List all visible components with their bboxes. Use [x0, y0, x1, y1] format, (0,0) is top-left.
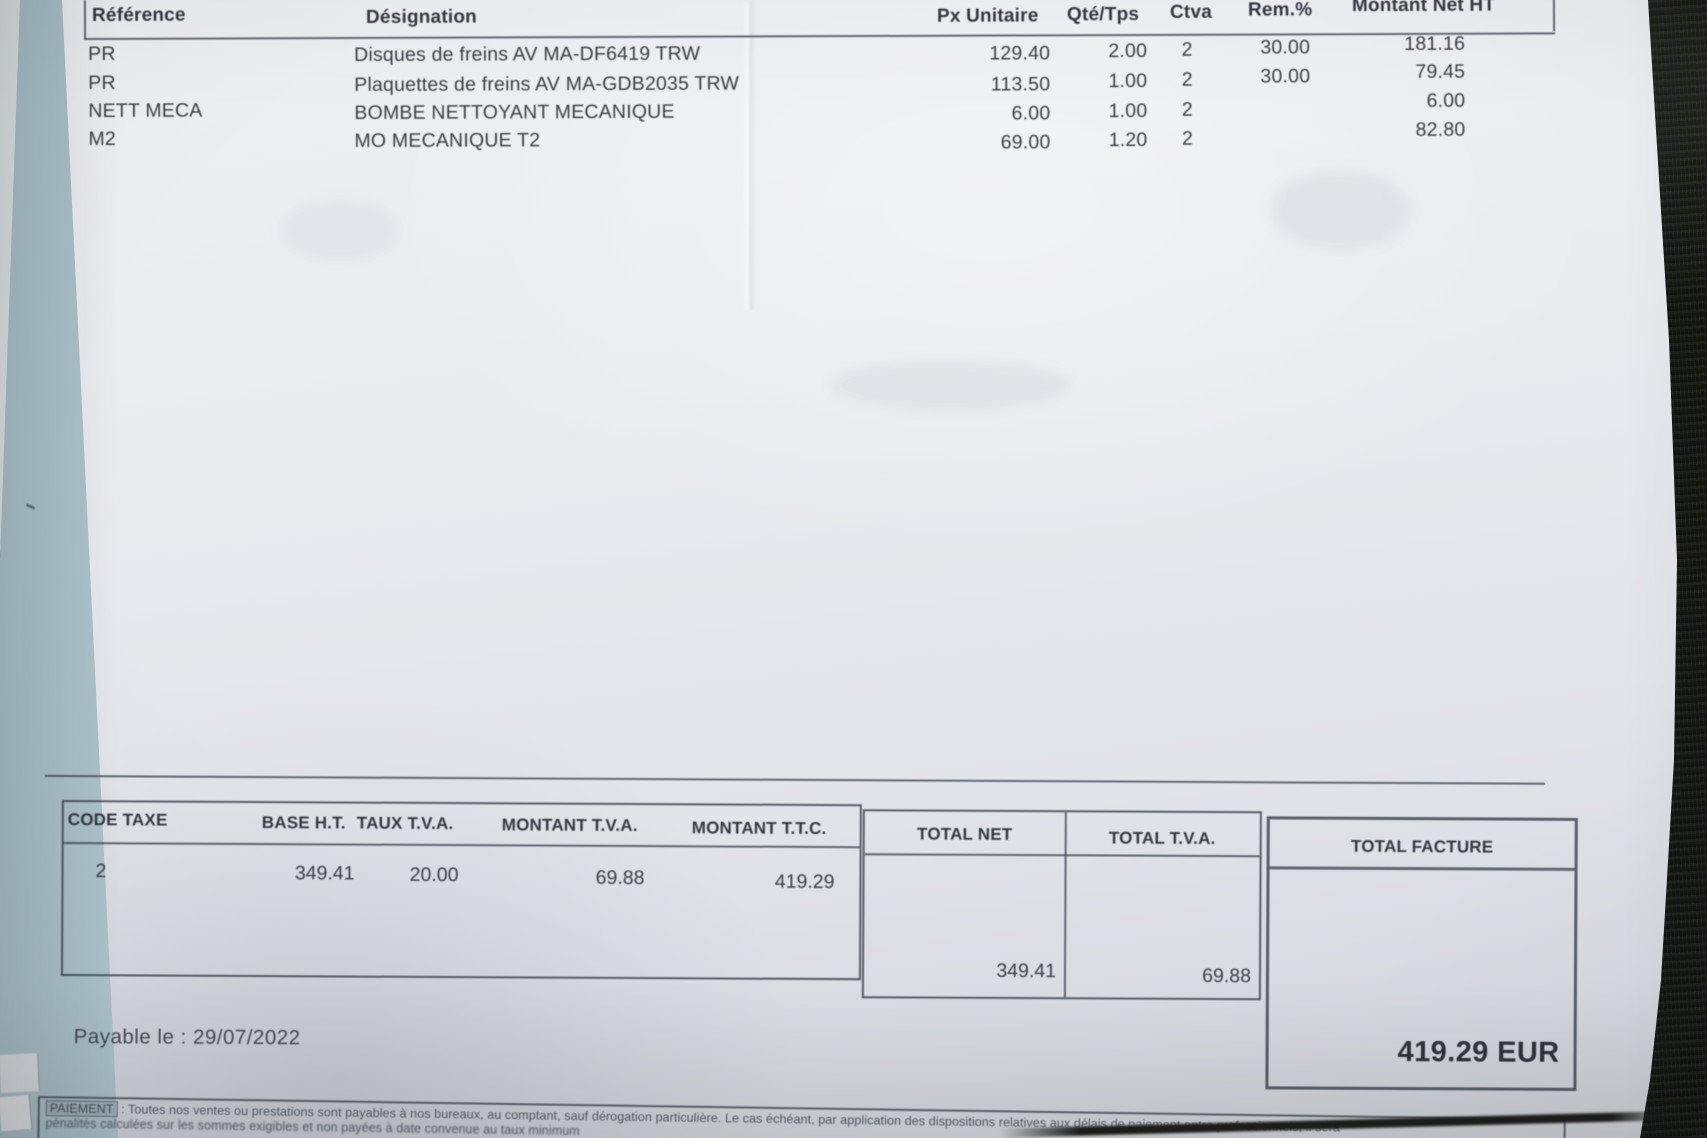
- totals-net-tva-table: TOTAL NET TOTAL T.V.A. 349.41 69.88: [861, 809, 1262, 1001]
- total-net-value: 349.41: [996, 959, 1057, 983]
- total-tva-label: TOTAL T.V.A.: [1108, 828, 1216, 849]
- tax-table: CODE TAXE BASE H.T. TAUX T.V.A. MONTANT …: [60, 800, 862, 981]
- tax-value-montant-ttc: 419.29: [774, 870, 835, 894]
- tax-header-montant-ttc: MONTANT T.T.C.: [691, 818, 827, 839]
- cell-designation: MO MECANIQUE T2: [354, 129, 541, 152]
- cell-qte-tps: 1.00: [1108, 69, 1148, 93]
- cell-qte-tps: 1.20: [1108, 128, 1148, 152]
- section-separator-line: [45, 774, 1546, 785]
- payable-date: Payable le : 29/07/2022: [73, 1025, 301, 1050]
- total-tva-value: 69.88: [1202, 964, 1252, 988]
- cell-px-unitaire: 6.00: [1011, 102, 1051, 125]
- total-facture-label: TOTAL FACTURE: [1350, 836, 1494, 857]
- tax-value-taux-tva: 20.00: [409, 863, 459, 887]
- cell-rem-pct: 30.00: [1260, 65, 1311, 88]
- column-header-rem-pct: Rem.%: [1247, 0, 1313, 21]
- tax-table-header-underline: [63, 842, 860, 849]
- cell-ctva: 2: [1181, 68, 1193, 91]
- tax-value-base-ht: 349.41: [294, 862, 355, 885]
- column-header-designation: Désignation: [365, 6, 477, 28]
- total-facture-table: TOTAL FACTURE 419.29 EUR: [1265, 816, 1578, 1091]
- cell-ctva: 2: [1181, 98, 1193, 121]
- items-table: Référence Désignation Px Unitaire Qté/Tp…: [0, 0, 1707, 180]
- cell-montant-net-ht: 82.80: [1415, 118, 1466, 141]
- cell-reference: M2: [88, 127, 116, 151]
- column-header-montant-net-ht: Montant Net HT: [1351, 0, 1496, 17]
- totals-header-underline: [864, 853, 1260, 858]
- header-left-border: [83, 0, 87, 40]
- column-header-ctva: Ctva: [1169, 1, 1213, 23]
- tax-header-code-taxe: CODE TAXE: [67, 810, 168, 830]
- cell-qte-tps: 2.00: [1108, 39, 1148, 63]
- tax-header-taux-tva: TAUX T.V.A.: [356, 813, 454, 834]
- cell-designation: Plaquettes de freins AV MA-GDB2035 TRW: [354, 72, 740, 96]
- cell-px-unitaire: 69.00: [1000, 131, 1051, 154]
- cell-montant-net-ht: 6.00: [1426, 89, 1466, 112]
- cell-montant-net-ht: 79.45: [1415, 60, 1466, 83]
- paper-smudge: [1270, 170, 1410, 250]
- cell-px-unitaire: 129.40: [989, 42, 1051, 65]
- cell-designation: BOMBE NETTOYANT MECANIQUE: [354, 100, 675, 124]
- cell-qte-tps: 1.00: [1108, 99, 1148, 123]
- cell-reference: PR: [88, 42, 116, 66]
- cell-reference: PR: [88, 71, 116, 95]
- paper-smudge: [830, 360, 1070, 410]
- totals-section: CODE TAXE BASE H.T. TAUX T.V.A. MONTANT …: [0, 760, 1707, 1138]
- total-facture-value: 419.29 EUR: [1397, 1036, 1560, 1069]
- tax-header-base-ht: BASE H.T.: [261, 813, 346, 833]
- total-net-label: TOTAL NET: [917, 824, 1013, 844]
- column-header-px-unitaire: Px Unitaire: [936, 5, 1039, 27]
- cell-rem-pct: 30.00: [1260, 36, 1311, 59]
- paper-smudge: [280, 200, 400, 260]
- column-header-reference: Référence: [91, 4, 186, 26]
- cell-px-unitaire: 113.50: [990, 73, 1051, 96]
- facture-header-underline: [1269, 866, 1575, 871]
- payment-terms-label: PAIEMENT: [45, 1100, 118, 1118]
- tax-value-montant-tva: 69.88: [595, 866, 645, 890]
- cell-ctva: 2: [1181, 127, 1194, 150]
- cell-reference: NETT MECA: [88, 99, 203, 123]
- tax-value-code-taxe: 2: [95, 860, 107, 883]
- cell-montant-net-ht: 181.16: [1404, 32, 1466, 55]
- column-header-qte-tps: Qté/Tps: [1066, 3, 1140, 26]
- cell-designation: Disques de freins AV MA-DF6419 TRW: [354, 42, 701, 66]
- tax-header-montant-tva: MONTANT T.V.A.: [501, 815, 638, 836]
- cell-ctva: 2: [1181, 38, 1193, 61]
- header-right-border: [1552, 0, 1556, 32]
- paper-crease: [742, 0, 756, 310]
